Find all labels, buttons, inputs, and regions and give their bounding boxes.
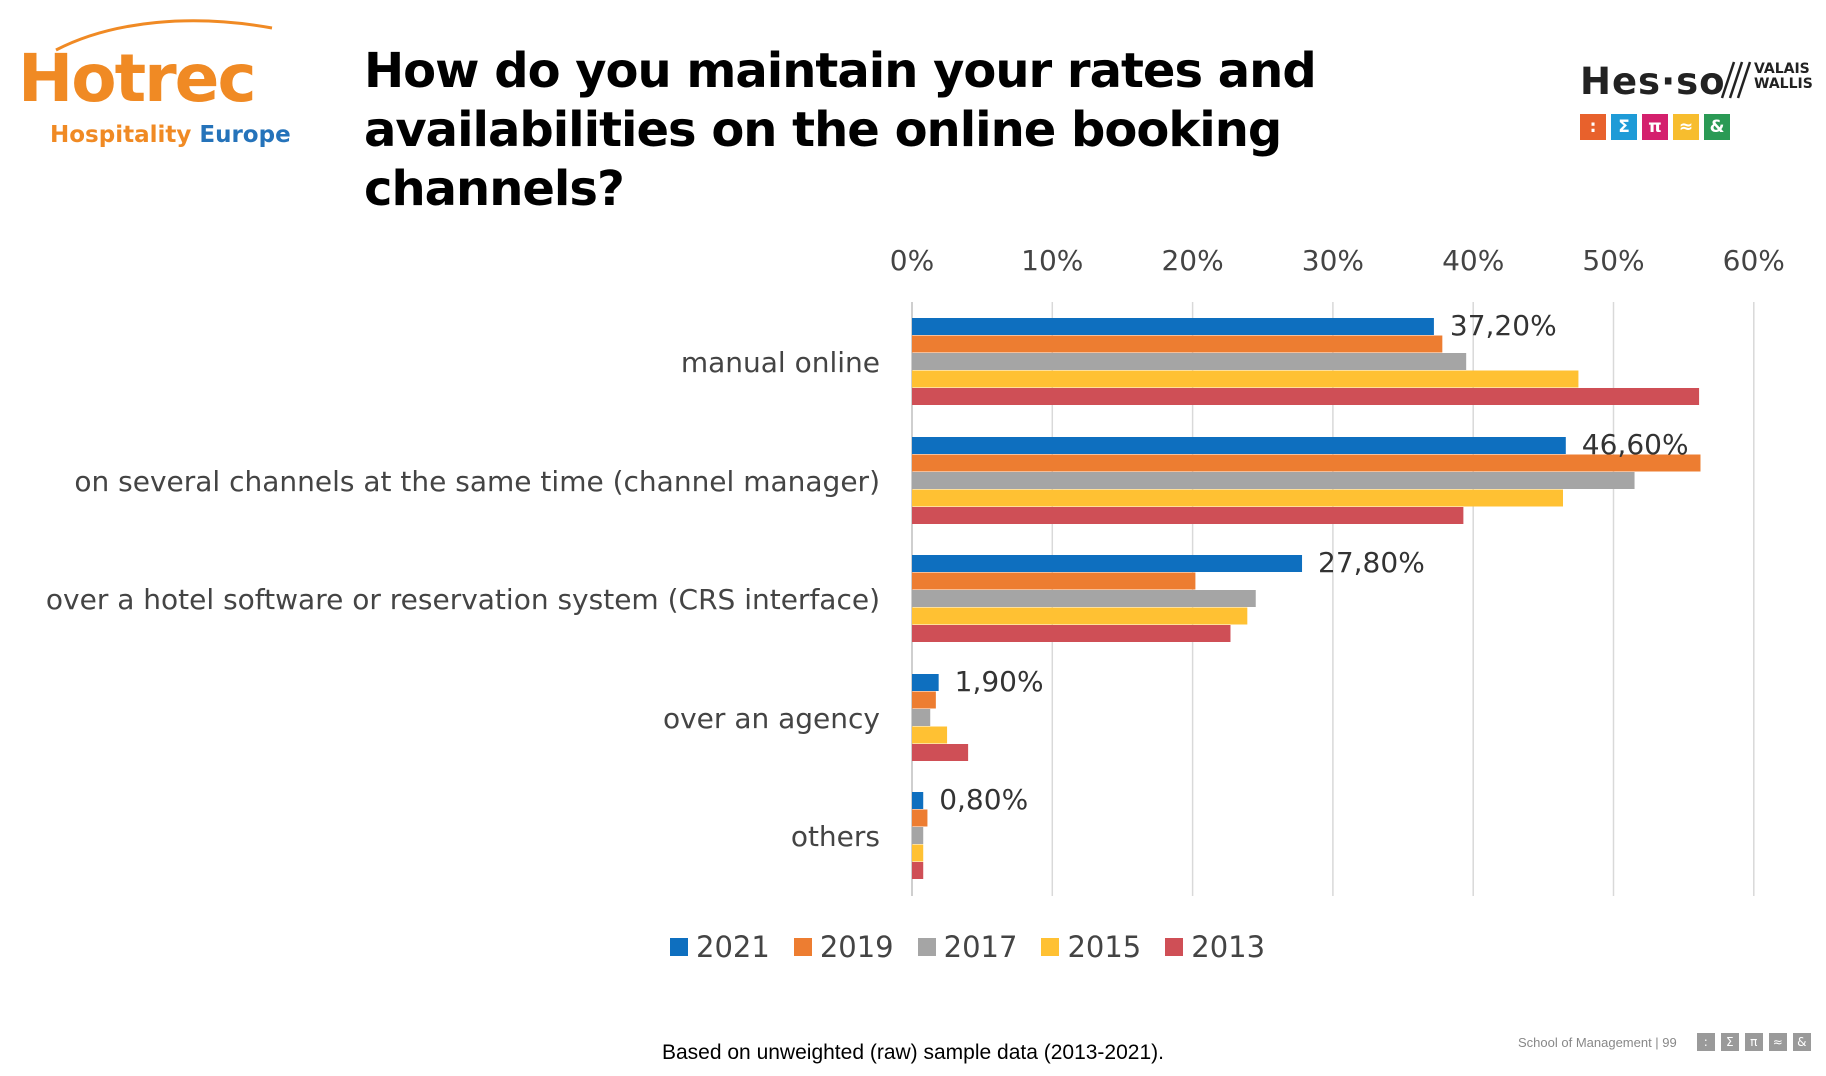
category-label-0: manual online	[681, 346, 880, 379]
legend-label-2013: 2013	[1191, 930, 1266, 964]
legend-label-2021: 2021	[696, 930, 770, 964]
bar-0-2021	[912, 318, 1434, 335]
bar-4-2015	[912, 844, 924, 862]
bar-3-2013	[912, 744, 969, 761]
legend-label-2017: 2017	[943, 930, 1018, 964]
hesso-square-0: :	[1580, 114, 1606, 140]
legend-swatch-2019	[793, 938, 812, 956]
bar-2-2021	[912, 555, 1303, 572]
footer-square-3: ≈	[1768, 1033, 1787, 1051]
footer-square-1: Σ	[1720, 1033, 1739, 1051]
legend-item-2017: 2017	[917, 930, 1018, 964]
bar-4-2019	[912, 809, 928, 827]
bar-0-2015	[912, 370, 1579, 388]
slashes-icon	[1720, 61, 1752, 99]
data-label-4: 0,80%	[939, 783, 1028, 816]
legend-swatch-2017	[917, 938, 936, 956]
legend-item-2021: 2021	[670, 930, 770, 964]
x-tick-label-4: 40%	[1442, 244, 1504, 277]
bar-3-2019	[912, 691, 936, 709]
bar-1-2019	[912, 454, 1701, 472]
legend-item-2015: 2015	[1041, 930, 1141, 964]
bar-0-2019	[912, 335, 1443, 353]
data-label-1: 46,60%	[1582, 428, 1689, 461]
x-tick-label-3: 30%	[1302, 244, 1364, 277]
hesso-square-3: ≈	[1673, 114, 1699, 140]
footer-text: School of Management | 99	[1518, 1034, 1677, 1050]
category-label-3: over an agency	[663, 702, 880, 735]
x-tick-label-6: 60%	[1723, 244, 1785, 277]
bar-2-2015	[912, 607, 1248, 625]
bar-4-2021	[912, 792, 924, 809]
region-label: VALAIS WALLIS	[1754, 61, 1813, 92]
bar-1-2017	[912, 472, 1635, 489]
legend-item-2013: 2013	[1165, 930, 1265, 964]
bar-0-2013	[912, 388, 1700, 405]
x-tick-label-1: 10%	[1021, 244, 1083, 277]
data-label-2: 27,80%	[1318, 546, 1425, 579]
bar-3-2021	[912, 674, 939, 691]
legend-swatch-2015	[1041, 938, 1060, 956]
bar-0-2017	[912, 353, 1467, 370]
bar-2-2019	[912, 572, 1196, 590]
bar-3-2015	[912, 726, 948, 744]
data-label-3: 1,90%	[955, 665, 1044, 698]
legend-item-2019: 2019	[793, 930, 894, 964]
bar-4-2017	[912, 827, 924, 844]
title-line-1: How do you maintain your rates and	[364, 43, 1317, 99]
footnote: Based on unweighted (raw) sample data (2…	[662, 1041, 1164, 1064]
footer-square-0: :	[1696, 1033, 1715, 1051]
footer-square-4: &	[1792, 1033, 1811, 1051]
hesso-name: Hes·so	[1580, 60, 1726, 103]
legend-label-2019: 2019	[819, 930, 894, 964]
x-tick-label-0: 0%	[890, 244, 934, 277]
bar-2-2013	[912, 625, 1231, 642]
data-label-0: 37,20%	[1450, 309, 1557, 342]
footer-square-2: π	[1744, 1033, 1763, 1051]
hotrec-logo: Hotrec Hospitality Europe	[18, 14, 291, 148]
bar-1-2021	[912, 437, 1566, 454]
page-title: How do you maintain your rates and avail…	[364, 42, 1544, 219]
hesso-square-2: π	[1642, 114, 1668, 140]
bar-1-2015	[912, 489, 1563, 507]
hesso-square-4: &	[1704, 114, 1730, 140]
bar-4-2013	[912, 862, 924, 879]
legend-swatch-2021	[670, 938, 688, 956]
logo-main-text: Hotrec	[18, 40, 257, 117]
category-label-4: others	[791, 820, 880, 853]
category-label-1: on several channels at the same time (ch…	[74, 465, 880, 498]
title-line-2: availabilities on the online booking cha…	[364, 102, 1282, 217]
x-tick-label-5: 50%	[1582, 244, 1644, 277]
hesso-square-1: Σ	[1611, 114, 1637, 140]
logo-subtitle: Hospitality Europe	[50, 122, 291, 148]
bar-2-2017	[912, 590, 1256, 607]
category-label-2: over a hotel software or reservation sys…	[46, 583, 880, 616]
bar-1-2013	[912, 507, 1464, 524]
logo-swoosh-icon	[55, 19, 273, 52]
chart-legend: 2021 2019 2017 2015 2013	[670, 930, 1265, 964]
x-tick-label-2: 20%	[1161, 244, 1223, 277]
bar-3-2017	[912, 709, 931, 726]
legend-swatch-2013	[1165, 938, 1184, 956]
legend-label-2015: 2015	[1067, 930, 1142, 964]
